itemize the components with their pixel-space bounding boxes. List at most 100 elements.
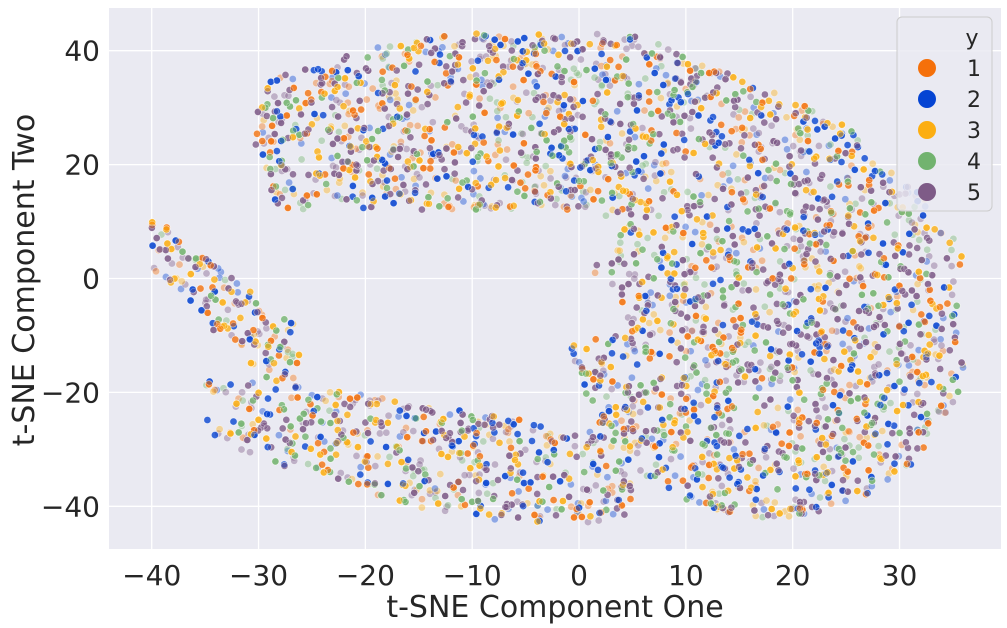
scatter-point [451,176,460,185]
scatter-point [931,325,940,334]
scatter-point [552,195,561,203]
scatter-point [618,52,627,61]
scatter-point [399,404,408,413]
scatter-point [633,449,642,457]
scatter-point [791,495,800,504]
scatter-point [930,261,939,270]
scatter-point [288,349,297,358]
scatter-point [551,201,560,209]
scatter-point [500,171,509,180]
scatter-point [333,191,342,200]
scatter-point [834,287,842,296]
scatter-point [460,471,469,480]
scatter-point [874,360,883,369]
scatter-point [636,466,645,475]
scatter-point [661,233,669,242]
scatter-point [749,245,758,254]
scatter-point [649,310,658,319]
scatter-point [615,246,624,255]
scatter-point [238,396,247,405]
scatter-point [327,93,336,102]
scatter-point [662,159,670,168]
scatter-point [752,285,760,294]
scatter-point [840,435,849,443]
scatter-point [923,245,932,254]
scatter-point [341,89,350,98]
scatter-point [770,89,779,97]
scatter-point [718,420,726,429]
scatter-point [522,88,531,97]
scatter-point [719,182,728,191]
scatter-point [845,381,854,389]
scatter-point [442,502,451,511]
scatter-point [522,158,531,167]
scatter-point [650,443,659,452]
scatter-point [433,81,442,90]
scatter-point [285,178,293,187]
scatter-point [524,109,533,118]
scatter-point [509,82,517,91]
scatter-point [855,262,864,271]
scatter-point [756,358,765,367]
scatter-point [937,341,946,350]
scatter-point [543,505,552,514]
scatter-point [280,91,289,100]
scatter-point [202,269,211,278]
scatter-point [762,496,771,505]
scatter-point [947,262,956,270]
scatter-point [386,96,395,104]
scatter-point [636,408,645,416]
scatter-point [841,195,850,204]
scatter-point [431,484,439,493]
scatter-point [418,495,426,504]
scatter-point [265,365,274,374]
scatter-point [386,42,394,51]
scatter-point [905,361,913,370]
scatter-point [258,128,267,137]
scatter-point [886,399,895,407]
scatter-point [819,118,827,126]
scatter-point [760,421,768,430]
scatter-point [631,270,639,279]
scatter-point [885,347,894,356]
scatter-point [630,347,639,356]
scatter-point [815,141,823,150]
scatter-point [603,473,612,482]
scatter-point [502,155,510,164]
scatter-point [571,442,579,451]
scatter-point [683,187,692,196]
scatter-point [602,392,611,401]
scatter-point [732,150,741,159]
scatter-point [333,63,342,72]
scatter-point [758,256,766,265]
scatter-point [514,487,523,496]
scatter-point [620,470,629,479]
scatter-point [234,394,243,403]
scatter-point [732,249,741,258]
scatter-point [665,328,674,337]
scatter-point [648,329,657,338]
scatter-point [678,233,687,242]
scatter-point [503,145,511,154]
scatter-point [948,290,956,299]
scatter-point [789,142,798,150]
scatter-point [781,135,789,144]
scatter-point [795,135,804,144]
scatter-point [654,40,663,49]
scatter-point [767,121,776,130]
scatter-point [466,73,475,81]
scatter-point [175,260,184,269]
scatter-point [332,96,341,104]
scatter-point [574,111,582,119]
scatter-point [317,136,326,145]
scatter-point [879,182,888,191]
scatter-point [698,61,707,70]
scatter-point [586,185,595,194]
scatter-point [740,238,748,247]
scatter-point [841,496,850,505]
scatter-point [913,389,922,398]
scatter-point [258,122,267,131]
scatter-point [385,92,394,101]
scatter-point [861,186,869,194]
